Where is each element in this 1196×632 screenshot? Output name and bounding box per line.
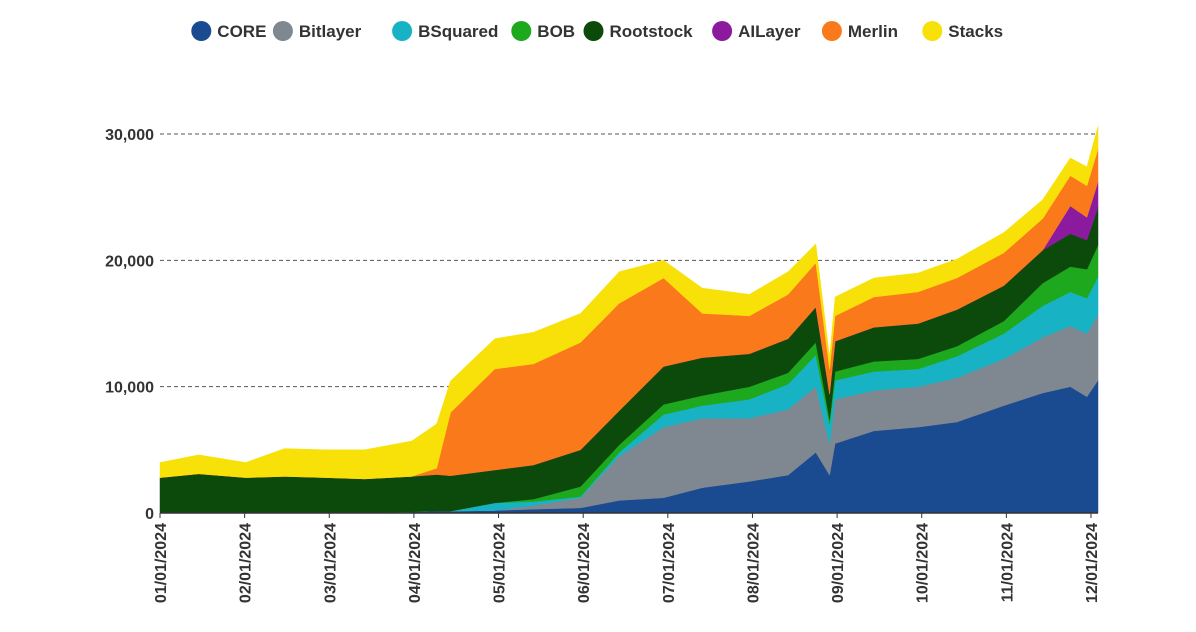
y-tick-label: 10,000 bbox=[105, 380, 154, 397]
x-tick-label: 12/01/2024 bbox=[1084, 523, 1101, 603]
x-tick-label: 05/01/2024 bbox=[492, 523, 509, 603]
legend-item-bob[interactable]: BOB bbox=[511, 21, 575, 41]
chart-legend: CORE Bitlayer BSquared BOB Rootstock AILayer M… bbox=[191, 21, 1003, 41]
x-tick-label: 01/01/2024 bbox=[153, 523, 170, 603]
legend-item-core[interactable]: CORE bbox=[191, 21, 266, 41]
x-tick-label: 07/01/2024 bbox=[661, 523, 678, 603]
legend-item-rootstock[interactable]: Rootstock bbox=[583, 21, 694, 41]
x-tick-label: 08/01/2024 bbox=[745, 523, 762, 603]
y-tick-label: 20,000 bbox=[105, 253, 154, 270]
legend-label: AILayer bbox=[738, 22, 801, 41]
area-stacks bbox=[159, 126, 1099, 480]
legend-item-merlin[interactable]: Merlin bbox=[821, 21, 898, 41]
legend-swatch bbox=[583, 21, 604, 41]
legend-label: BOB bbox=[537, 22, 575, 41]
y-tick-label: 30,000 bbox=[105, 127, 154, 144]
axes: 0 10,000 20,000 30,000 01/01/2024 02/01/2024 0… bbox=[105, 127, 1101, 603]
x-tick-label: 04/01/2024 bbox=[407, 523, 424, 603]
x-tick-label: 10/01/2024 bbox=[915, 523, 932, 603]
y-tick-label: 0 bbox=[145, 506, 154, 523]
legend-label: Rootstock bbox=[610, 22, 694, 41]
series-areas bbox=[159, 126, 1099, 514]
legend-swatch bbox=[272, 21, 293, 41]
legend-swatch bbox=[511, 21, 532, 41]
legend-swatch bbox=[821, 21, 842, 41]
legend-item-bsquared[interactable]: BSquared bbox=[392, 21, 498, 41]
legend-swatch bbox=[922, 21, 943, 41]
legend-label: Stacks bbox=[948, 22, 1003, 41]
legend-label: BSquared bbox=[418, 22, 498, 41]
x-tick-label: 09/01/2024 bbox=[830, 523, 847, 603]
legend-swatch bbox=[392, 21, 413, 41]
legend-label: Bitlayer bbox=[299, 22, 362, 41]
x-tick-label: 02/01/2024 bbox=[238, 523, 255, 603]
legend-swatch bbox=[712, 21, 733, 41]
legend-item-stacks[interactable]: Stacks bbox=[922, 21, 1003, 41]
x-tick-label: 11/01/2024 bbox=[999, 523, 1016, 602]
legend-swatch bbox=[191, 21, 212, 41]
legend-label: CORE bbox=[217, 22, 266, 41]
legend-item-ailayer[interactable]: AILayer bbox=[712, 21, 801, 41]
legend-label: Merlin bbox=[848, 22, 898, 41]
legend-item-bitlayer[interactable]: Bitlayer bbox=[272, 21, 362, 41]
x-tick-label: 03/01/2024 bbox=[322, 523, 339, 603]
x-tick-label: 06/01/2024 bbox=[576, 523, 593, 603]
